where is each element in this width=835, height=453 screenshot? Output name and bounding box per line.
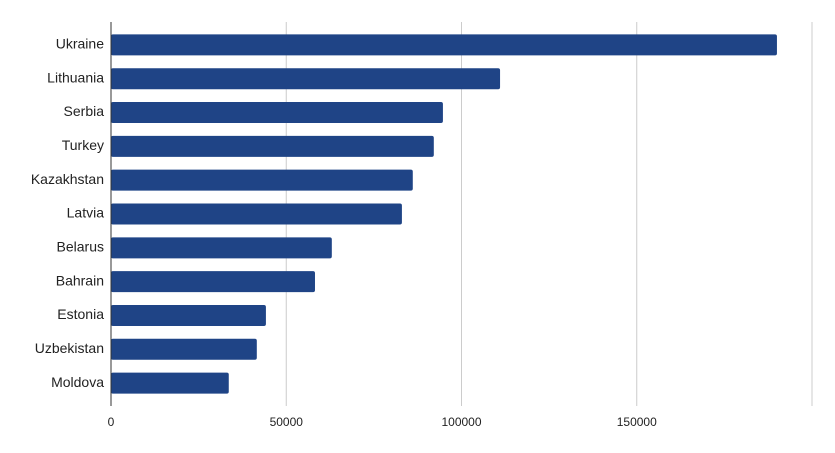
bar xyxy=(111,338,257,360)
y-tick-label: Moldova xyxy=(51,374,104,390)
y-tick-label: Kazakhstan xyxy=(31,171,104,187)
bar xyxy=(111,169,413,191)
y-tick-label: Estonia xyxy=(57,306,104,322)
y-tick-label: Bahrain xyxy=(56,272,104,288)
bar xyxy=(111,102,443,124)
y-tick-label: Turkey xyxy=(62,137,104,153)
bar xyxy=(111,372,229,394)
x-tick-label: 150000 xyxy=(617,415,657,429)
y-tick-label: Latvia xyxy=(67,205,105,221)
y-tick-label: Serbia xyxy=(64,103,105,119)
bar xyxy=(111,237,332,259)
bar xyxy=(111,304,266,326)
y-tick-label: Uzbekistan xyxy=(35,340,104,356)
y-tick-label: Lithuania xyxy=(47,69,104,85)
x-tick-label: 100000 xyxy=(441,415,481,429)
bar xyxy=(111,68,501,90)
x-tick-label: 50000 xyxy=(270,415,304,429)
bar xyxy=(111,34,777,56)
y-tick-label: Ukraine xyxy=(56,36,104,52)
bar xyxy=(111,135,434,157)
bar xyxy=(111,203,402,225)
x-tick-label: 0 xyxy=(108,415,115,429)
bar xyxy=(111,271,315,293)
y-tick-label: Belarus xyxy=(57,239,104,255)
